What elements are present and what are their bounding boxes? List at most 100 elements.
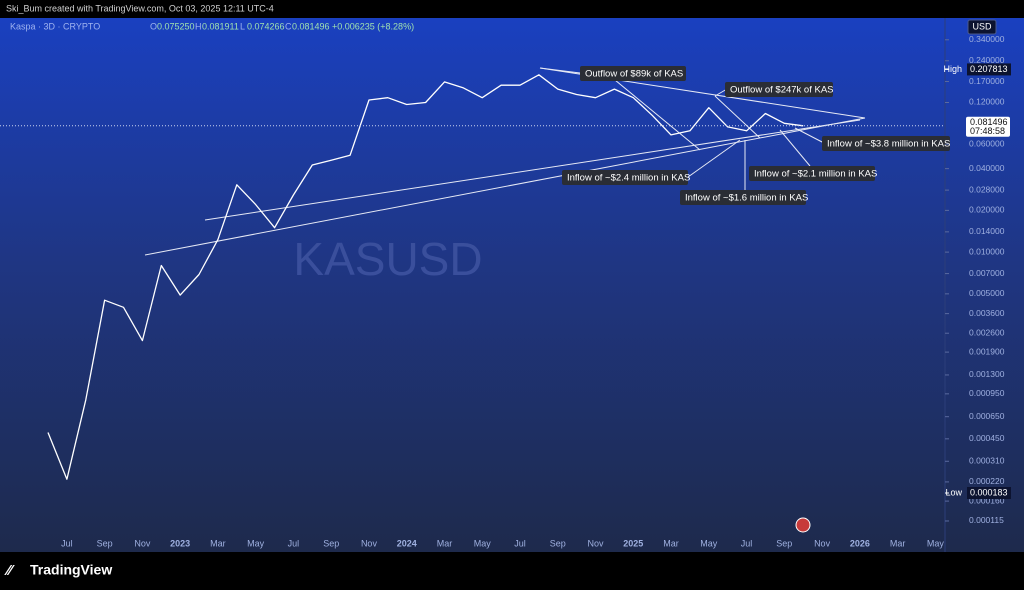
annotation-text: Inflow of ~$2.4 million in KAS xyxy=(567,173,690,184)
y-tick-label: 0.002600 xyxy=(969,327,1005,337)
x-tick-label: Jul xyxy=(288,538,300,548)
y-tick-label: 0.170000 xyxy=(969,76,1005,86)
y-tick-label: 0.001900 xyxy=(969,346,1005,356)
annotation: Inflow of ~$2.1 million in KAS xyxy=(749,166,877,181)
annotation-box xyxy=(580,66,686,81)
leader-line xyxy=(794,127,825,144)
logo-mark: ⁄⁄ xyxy=(4,562,16,579)
currency[interactable]: USD xyxy=(972,21,992,31)
y-tick-label: 0.005000 xyxy=(969,288,1005,298)
x-tick-label: Mar xyxy=(210,538,226,548)
low-name: Low xyxy=(945,487,962,497)
annotation-box xyxy=(749,166,875,181)
y-tick-label: 0.000650 xyxy=(969,411,1005,421)
high-box xyxy=(967,63,1011,76)
y-tick-label: 0.000950 xyxy=(969,388,1005,398)
leader-line xyxy=(539,67,581,74)
x-tick-label: Mar xyxy=(890,538,906,548)
change: +0.006235 (+8.28%) xyxy=(332,21,414,31)
x-tick-label: May xyxy=(474,538,492,548)
high-name: High xyxy=(943,64,962,74)
annotation-text: Outflow of $247k of KAS xyxy=(730,85,834,96)
y-tick-label: 0.340000 xyxy=(969,34,1005,44)
x-tick-label: Nov xyxy=(588,538,605,548)
annotation-box xyxy=(680,190,806,205)
annotation-text: Outflow of $89k of KAS xyxy=(585,69,683,80)
y-tick-label: 0.003600 xyxy=(969,308,1005,318)
y-tick-label: 0.120000 xyxy=(969,97,1005,107)
x-tick-label: Mar xyxy=(663,538,679,548)
low-value: 0.000183 xyxy=(970,487,1008,497)
y-tick-label: 0.000310 xyxy=(969,456,1005,466)
trendline xyxy=(204,119,861,221)
y-tick-label: 0.000450 xyxy=(969,433,1005,443)
annotation-box xyxy=(822,136,950,151)
high-value: 0.207813 xyxy=(970,64,1008,74)
symbol: Kaspa · 3D · CRYPTO xyxy=(10,21,100,31)
annotation-text: Inflow of ~$2.1 million in KAS xyxy=(754,169,877,180)
y-tick-label: 0.001300 xyxy=(969,369,1005,379)
x-tick-label: May xyxy=(247,538,265,548)
annotation: Inflow of ~$1.6 million in KAS xyxy=(680,190,808,205)
x-tick-label: 2024 xyxy=(397,538,417,548)
y-tick-label: 0.010000 xyxy=(969,246,1005,256)
y-tick-label: 0.000115 xyxy=(969,515,1004,525)
x-tick-label: Nov xyxy=(134,538,151,548)
x-tick-label: Nov xyxy=(361,538,378,548)
y-tick-label: 0.000160 xyxy=(969,495,1005,505)
last-price: 0.081496 xyxy=(970,117,1008,127)
x-tick-label: Sep xyxy=(550,538,566,548)
y-tick-label: 0.240000 xyxy=(969,55,1005,65)
plot-background xyxy=(0,18,1024,552)
x-tick-label: 2023 xyxy=(170,538,190,548)
leader-line xyxy=(779,129,811,167)
leader-line xyxy=(687,139,741,178)
price-line xyxy=(47,74,804,480)
y-tick-label: 0.028000 xyxy=(969,184,1005,194)
trendline xyxy=(714,95,761,139)
ohlc-key: L xyxy=(240,21,245,31)
annotation: Outflow of $89k of KAS xyxy=(580,66,686,81)
currency-button[interactable] xyxy=(967,19,997,35)
x-tick-label: Jul xyxy=(514,538,526,548)
ohlc-key: C xyxy=(285,21,292,31)
x-tick-label: Jul xyxy=(61,538,73,548)
x-tick-label: 2026 xyxy=(850,538,870,548)
annotation-box xyxy=(725,82,833,97)
y-tick-label: 0.000220 xyxy=(969,476,1005,486)
ohlc-value: 0.074266 xyxy=(247,21,285,31)
trendline xyxy=(614,79,701,151)
ohlc-key: O xyxy=(150,21,157,31)
x-tick-label: May xyxy=(927,538,945,548)
x-tick-label: Sep xyxy=(97,538,113,548)
x-tick-label: Sep xyxy=(323,538,339,548)
annotation-box xyxy=(562,170,688,185)
ohlc-key: H xyxy=(195,21,202,31)
y-tick-label: 0.060000 xyxy=(969,138,1005,148)
y-tick-label: 0.007000 xyxy=(969,268,1005,278)
ohlc-value: 0.081496 xyxy=(292,21,330,31)
y-tick-label: 0.014000 xyxy=(969,226,1005,236)
annotations: Outflow of $89k of KAS Outflow of $247k o… xyxy=(562,66,950,205)
event-icon[interactable] xyxy=(795,517,811,533)
countdown: 07:48:58 xyxy=(970,126,1005,136)
watermark: KASUSD xyxy=(293,233,482,285)
ohlc-value: 0.081911 xyxy=(202,21,239,31)
x-tick-label: May xyxy=(700,538,718,548)
ohlc-value: 0.075250 xyxy=(157,21,195,31)
x-tick-label: Sep xyxy=(776,538,792,548)
annotation: Inflow of ~$3.8 million in KAS xyxy=(822,136,950,151)
logo: TradingView xyxy=(30,562,112,578)
annotation: Inflow of ~$2.4 million in KAS xyxy=(562,170,690,185)
x-tick-label: Mar xyxy=(437,538,453,548)
y-tick-label: 0.020000 xyxy=(969,205,1005,215)
y-tick-label: 0.040000 xyxy=(969,163,1005,173)
annotation: Outflow of $247k of KAS xyxy=(725,82,834,97)
low-box xyxy=(967,487,1011,500)
last-price-box xyxy=(966,116,1010,137)
x-tick-label: 2025 xyxy=(623,538,643,548)
annotation-text: Inflow of ~$1.6 million in KAS xyxy=(685,193,808,204)
x-tick-label: Jul xyxy=(741,538,753,548)
